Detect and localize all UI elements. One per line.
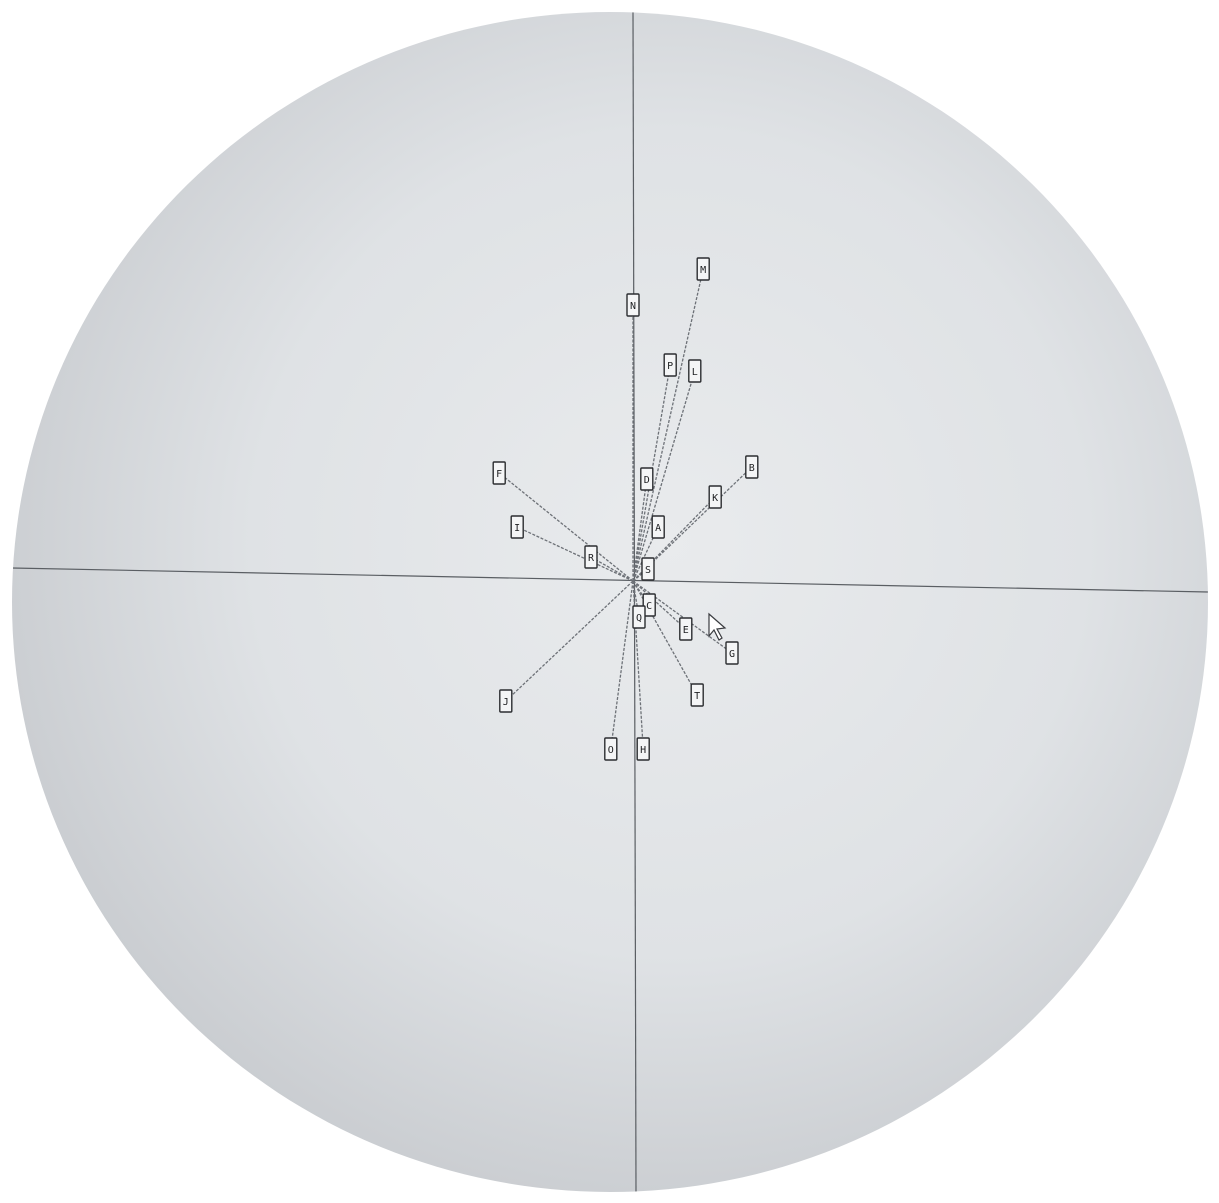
label-text: S <box>645 565 651 576</box>
label-box <box>636 737 650 761</box>
label-text: D <box>644 475 650 486</box>
vector-layer <box>498 268 753 750</box>
label-text: J <box>503 697 509 708</box>
label-text: H <box>640 745 646 756</box>
point-label-m: M <box>696 257 710 281</box>
y-axis-line <box>632 12 637 1192</box>
point-label-c: C <box>642 593 656 617</box>
label-text: L <box>692 367 698 378</box>
label-text: A <box>655 523 661 534</box>
point-label-t: T <box>690 683 704 707</box>
label-text: P <box>667 361 673 372</box>
label-box <box>642 593 656 617</box>
vector-o <box>610 580 634 750</box>
label-box <box>688 359 702 383</box>
label-box <box>696 257 710 281</box>
point-label-h: H <box>636 737 650 761</box>
point-label-l: L <box>688 359 702 383</box>
label-box <box>725 641 739 665</box>
point-label-r: R <box>584 545 598 569</box>
label-layer: M N P L F B D K I A R S CQ E G T J O H <box>492 257 759 761</box>
point-label-a: A <box>651 515 665 539</box>
label-box <box>663 353 677 377</box>
label-text: N <box>630 301 636 312</box>
vector-g <box>632 580 733 654</box>
point-label-i: I <box>510 515 524 539</box>
label-text: I <box>514 523 520 534</box>
point-label-q: Q <box>632 605 646 629</box>
vector-r <box>590 556 634 582</box>
vector-j <box>505 580 634 702</box>
label-box <box>651 515 665 539</box>
point-label-b: B <box>745 455 759 479</box>
vector-l <box>632 370 696 582</box>
label-text: E <box>683 625 689 636</box>
label-text: Q <box>636 613 642 624</box>
label-text: B <box>749 463 755 474</box>
label-box <box>510 515 524 539</box>
vector-f <box>498 472 634 582</box>
point-label-f: F <box>492 461 506 485</box>
point-label-o: O <box>604 737 618 761</box>
label-text: F <box>496 469 502 480</box>
label-text: R <box>588 553 595 564</box>
point-label-g: G <box>725 641 739 665</box>
label-text: C <box>646 601 652 612</box>
label-box <box>604 737 618 761</box>
point-label-s: S <box>641 557 655 581</box>
label-box <box>690 683 704 707</box>
point-label-n: N <box>626 293 640 317</box>
label-text: O <box>608 745 614 756</box>
label-box <box>632 605 646 629</box>
point-label-d: D <box>640 467 654 491</box>
vector-m <box>632 268 704 582</box>
label-text: K <box>712 493 718 504</box>
label-box <box>626 293 640 317</box>
biplot-chart: M N P L F B D K I A R S CQ E G T J O H <box>12 12 1208 1192</box>
label-box <box>492 461 506 485</box>
vector-e <box>632 580 687 630</box>
label-box <box>584 545 598 569</box>
label-text: T <box>694 691 700 702</box>
point-label-j: J <box>499 689 513 713</box>
label-box <box>745 455 759 479</box>
vector-t <box>632 580 698 696</box>
label-box <box>708 485 722 509</box>
label-box <box>499 689 513 713</box>
label-box <box>641 557 655 581</box>
vector-i <box>516 526 634 582</box>
x-axis-line <box>12 567 1208 593</box>
label-box <box>679 617 693 641</box>
label-text: M <box>700 265 706 276</box>
point-label-k: K <box>708 485 722 509</box>
mouse-pointer-icon <box>708 612 727 641</box>
vector-d <box>632 478 648 582</box>
point-label-e: E <box>679 617 693 641</box>
point-label-p: P <box>663 353 677 377</box>
label-text: G <box>729 649 735 660</box>
label-box <box>640 467 654 491</box>
